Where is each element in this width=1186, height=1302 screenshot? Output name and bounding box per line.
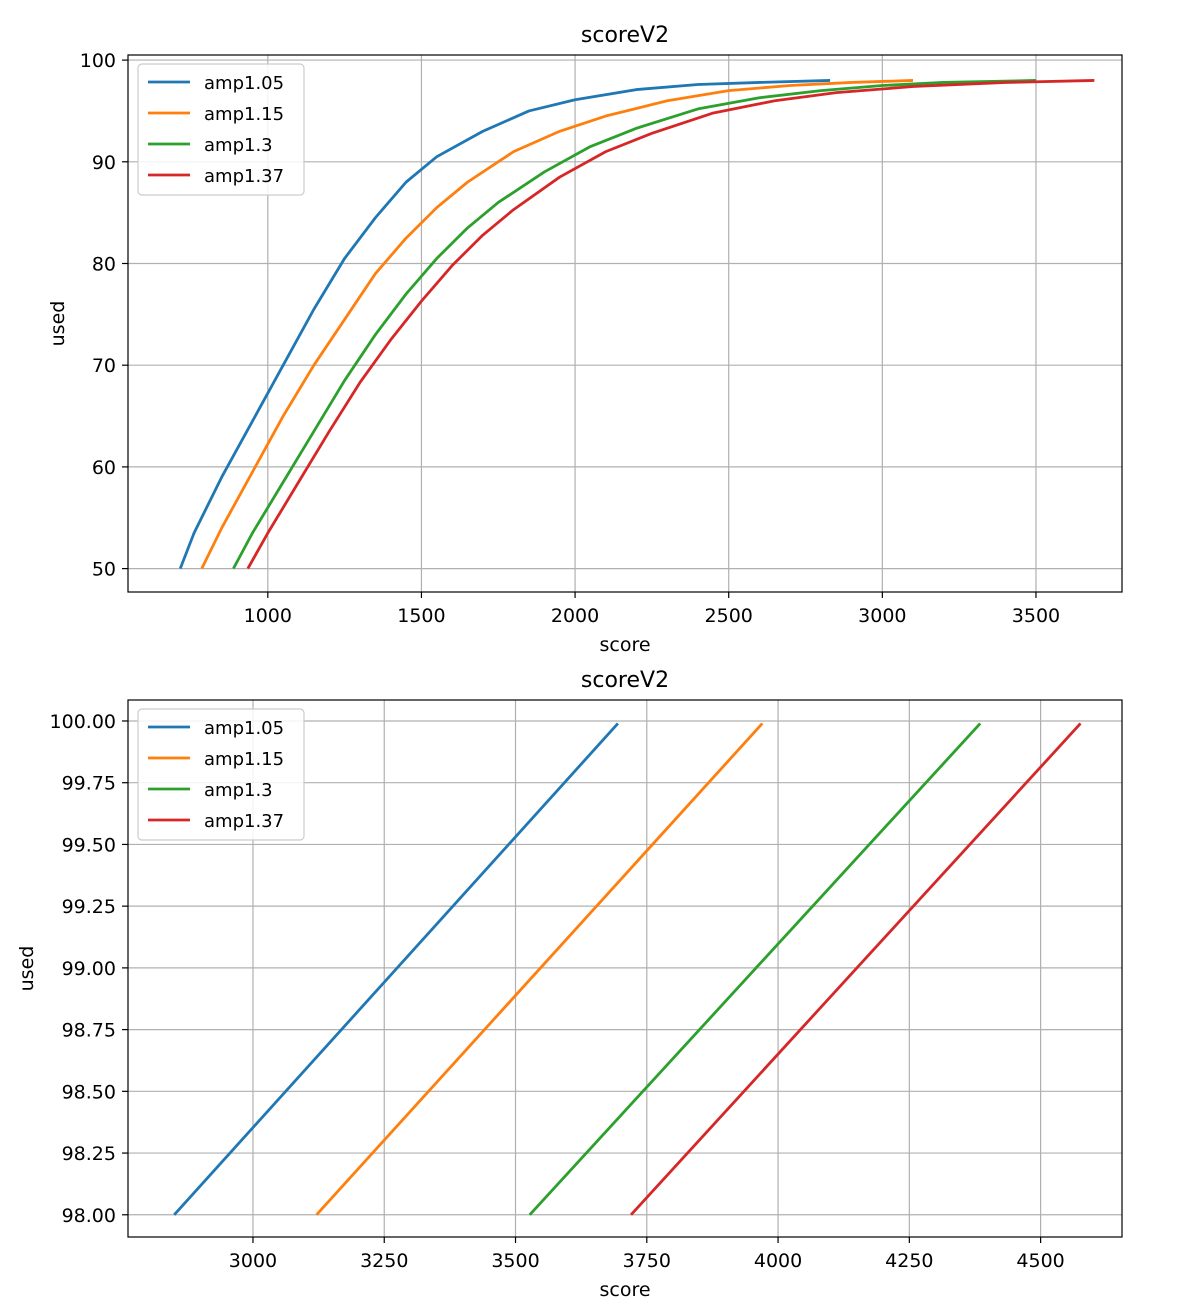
x-tick-label: 2500	[705, 605, 753, 627]
series-line-amp1.05	[178, 79, 831, 570]
x-tick-label: 4000	[754, 1250, 802, 1272]
legend-box	[137, 63, 305, 196]
y-tick-label: 98.00	[62, 1205, 116, 1227]
legend-label: amp1.3	[204, 780, 273, 801]
plot-frame	[127, 699, 1123, 1238]
y-tick-label: 98.50	[62, 1081, 116, 1103]
series-line-amp1.37	[630, 722, 1082, 1216]
y-tick-label: 99.00	[62, 958, 116, 980]
legend-label: amp1.15	[204, 104, 284, 125]
legend-label: amp1.15	[204, 749, 284, 770]
legend-label: amp1.3	[204, 135, 273, 156]
legend: amp1.05 amp1.15 amp1.3 amp1.37	[137, 63, 305, 196]
x-tick-label: 3500	[491, 1250, 539, 1272]
series-line-amp1.05	[173, 722, 619, 1216]
legend-label: amp1.37	[204, 166, 284, 187]
y-tick-label: 50	[92, 559, 116, 581]
x-axis-label: score	[599, 634, 650, 656]
legend: amp1.05 amp1.15 amp1.3 amp1.37	[137, 708, 305, 841]
legend-label: amp1.37	[204, 811, 284, 832]
y-tick-label: 100	[80, 50, 116, 72]
y-tick-label: 100.00	[50, 711, 116, 733]
y-tick-label: 80	[92, 253, 116, 275]
x-tick-label: 4250	[885, 1250, 933, 1272]
y-tick-label: 90	[92, 152, 116, 174]
chart-top: 1000 1500 2000 2500 3000 3500 50 60 70 80 90 100 sco…	[47, 23, 1123, 656]
y-tick-label: 98.25	[62, 1143, 116, 1165]
x-tick-label: 3500	[1012, 605, 1060, 627]
chart-bottom: 3000 3250 3500 3750 4000 4250 4500 98.00 98.25 98…	[16, 668, 1123, 1301]
chart-title: scoreV2	[581, 23, 669, 48]
x-tick-label: 1000	[244, 605, 292, 627]
x-tick-label: 3250	[360, 1250, 408, 1272]
series-line-amp1.37	[246, 79, 1095, 570]
series-line-amp1.15	[200, 79, 914, 570]
y-tick-label: 99.25	[62, 896, 116, 918]
series-line-amp1.3	[232, 79, 1037, 570]
x-tick-label: 3750	[623, 1250, 671, 1272]
chart-title: scoreV2	[581, 668, 669, 693]
y-axis-label: used	[16, 946, 38, 992]
y-tick-label: 99.50	[62, 834, 116, 856]
legend-label: amp1.05	[204, 73, 284, 94]
plot-frame	[127, 54, 1123, 593]
x-axis-label: score	[599, 1279, 650, 1301]
y-tick-label: 60	[92, 457, 116, 479]
y-tick-label: 99.75	[62, 773, 116, 795]
y-tick-label: 98.75	[62, 1020, 116, 1042]
series-line-amp1.3	[528, 722, 982, 1216]
x-tick-label: 2000	[551, 605, 599, 627]
y-tick-label: 70	[92, 355, 116, 377]
legend-label: amp1.05	[204, 718, 284, 739]
x-tick-label: 3000	[858, 605, 906, 627]
x-tick-label: 3000	[229, 1250, 277, 1272]
y-axis-label: used	[47, 301, 69, 347]
x-tick-label: 4500	[1016, 1250, 1064, 1272]
legend-box	[137, 708, 305, 841]
x-tick-label: 1500	[397, 605, 445, 627]
series-line-amp1.15	[315, 722, 764, 1216]
